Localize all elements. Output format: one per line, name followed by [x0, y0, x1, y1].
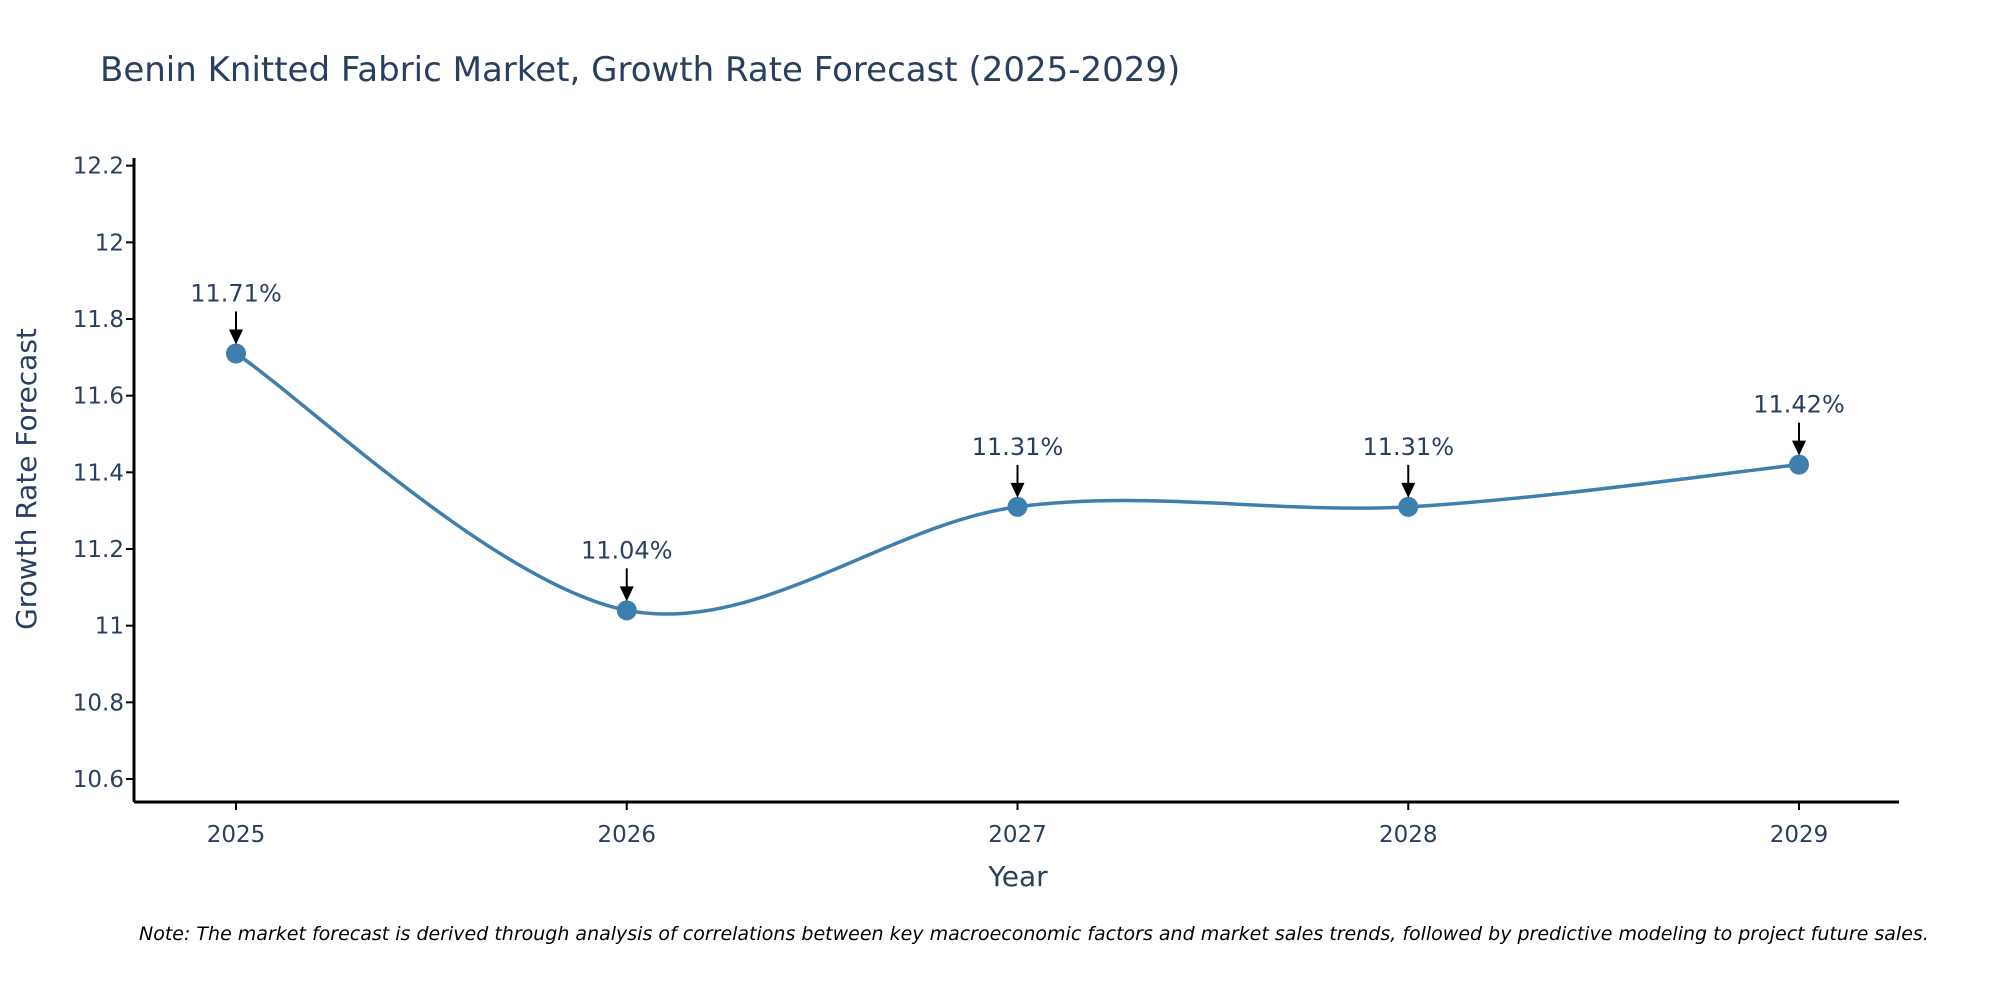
data-label: 11.31%: [1362, 433, 1454, 461]
y-tick-label: 12.2: [73, 154, 124, 180]
data-point: [616, 600, 637, 621]
x-axis-ticks: 2025 2026 2027 2028 2029: [207, 802, 1829, 848]
x-tick-label: 2029: [1770, 822, 1829, 848]
data-label: 11.31%: [972, 433, 1064, 461]
data-point: [226, 343, 246, 364]
annotation-arrow-head: [1792, 440, 1806, 456]
y-tick-label: 11.2: [73, 537, 124, 563]
data-point: [1398, 496, 1419, 517]
data-annotations: 11.71% 11.04% 11.31% 11.31% 11.42%: [190, 280, 1845, 602]
x-tick-label: 2026: [597, 822, 656, 848]
data-label: 11.71%: [190, 280, 282, 308]
y-tick-label: 10.6: [73, 767, 124, 793]
chart-title: Benin Knitted Fabric Market, Growth Rate…: [100, 50, 1180, 90]
data-markers: [226, 343, 1809, 621]
y-tick-label: 11.8: [73, 307, 124, 333]
y-tick-label: 10.8: [73, 690, 124, 716]
x-axis-title: Year: [987, 860, 1048, 893]
y-tick-label: 11.4: [73, 460, 124, 486]
y-axis-title: Growth Rate Forecast: [10, 328, 43, 630]
y-axis-ticks: 10.6 10.8 11 11.2 11.4 11.6 11.8 12 12.2: [73, 154, 134, 793]
data-point: [1789, 454, 1809, 475]
x-tick-label: 2027: [988, 822, 1047, 848]
annotation-arrow-head: [229, 329, 243, 345]
data-label: 11.04%: [581, 536, 673, 564]
annotation-arrow-head: [619, 586, 634, 602]
chart-note: Note: The market forecast is derived thr…: [139, 923, 1929, 945]
y-tick-label: 12: [95, 230, 124, 256]
annotation-arrow-head: [1401, 482, 1416, 498]
annotation-arrow-head: [1010, 482, 1025, 498]
y-tick-label: 11.6: [73, 384, 124, 410]
x-tick-label: 2028: [1379, 822, 1438, 848]
x-tick-label: 2025: [207, 822, 266, 848]
data-point: [1007, 496, 1028, 517]
data-label: 11.42%: [1753, 391, 1845, 419]
y-tick-label: 11: [95, 614, 124, 640]
